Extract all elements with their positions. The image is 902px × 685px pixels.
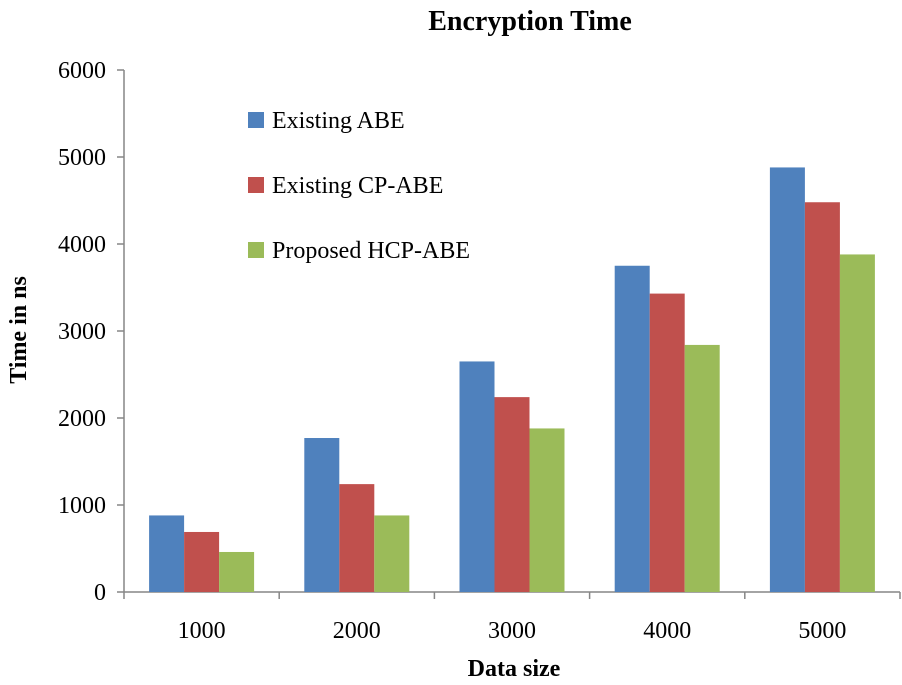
y-tick-label: 2000: [58, 406, 106, 432]
bar: [219, 551, 255, 592]
bar: [459, 361, 495, 592]
bar: [769, 167, 805, 592]
bar: [339, 484, 375, 592]
y-tick-label: 5000: [58, 145, 106, 171]
legend: Existing ABE Existing CP-ABE Proposed HCP-…: [248, 108, 470, 264]
bar: [614, 265, 650, 592]
y-tick-label: 0: [94, 580, 106, 606]
y-tick-label: 4000: [58, 232, 106, 258]
x-tick-label: 5000: [798, 618, 846, 644]
axes: 0 1000 2000 3000 4000 5000 6000 1000 2000 3000 400…: [58, 58, 901, 644]
bar: [374, 515, 410, 592]
bar: [149, 515, 185, 592]
bar: [684, 344, 720, 592]
bar: [304, 438, 340, 592]
bars: [149, 167, 875, 593]
legend-label: Proposed HCP-ABE: [272, 238, 470, 264]
bar: [839, 254, 875, 592]
x-tick-label: 3000: [488, 618, 536, 644]
x-axis-title: Data size: [468, 656, 561, 682]
legend-label: Existing ABE: [272, 108, 405, 134]
bar: [494, 397, 530, 592]
legend-label: Existing CP-ABE: [272, 173, 443, 199]
x-tick-label: 4000: [643, 618, 691, 644]
x-tick-label: 2000: [333, 618, 381, 644]
bar: [649, 293, 685, 592]
y-tick-label: 6000: [58, 58, 106, 84]
bar: [184, 531, 220, 592]
chart-title: Encryption Time: [428, 6, 632, 37]
y-tick-label: 3000: [58, 319, 106, 345]
bar: [529, 428, 565, 592]
y-tick-label: 1000: [58, 493, 106, 519]
legend-swatch: [248, 242, 264, 258]
legend-swatch: [248, 112, 264, 128]
y-axis-title: Time in ns: [6, 276, 32, 384]
x-tick-label: 1000: [178, 618, 226, 644]
legend-swatch: [248, 177, 264, 193]
bar: [804, 202, 840, 593]
